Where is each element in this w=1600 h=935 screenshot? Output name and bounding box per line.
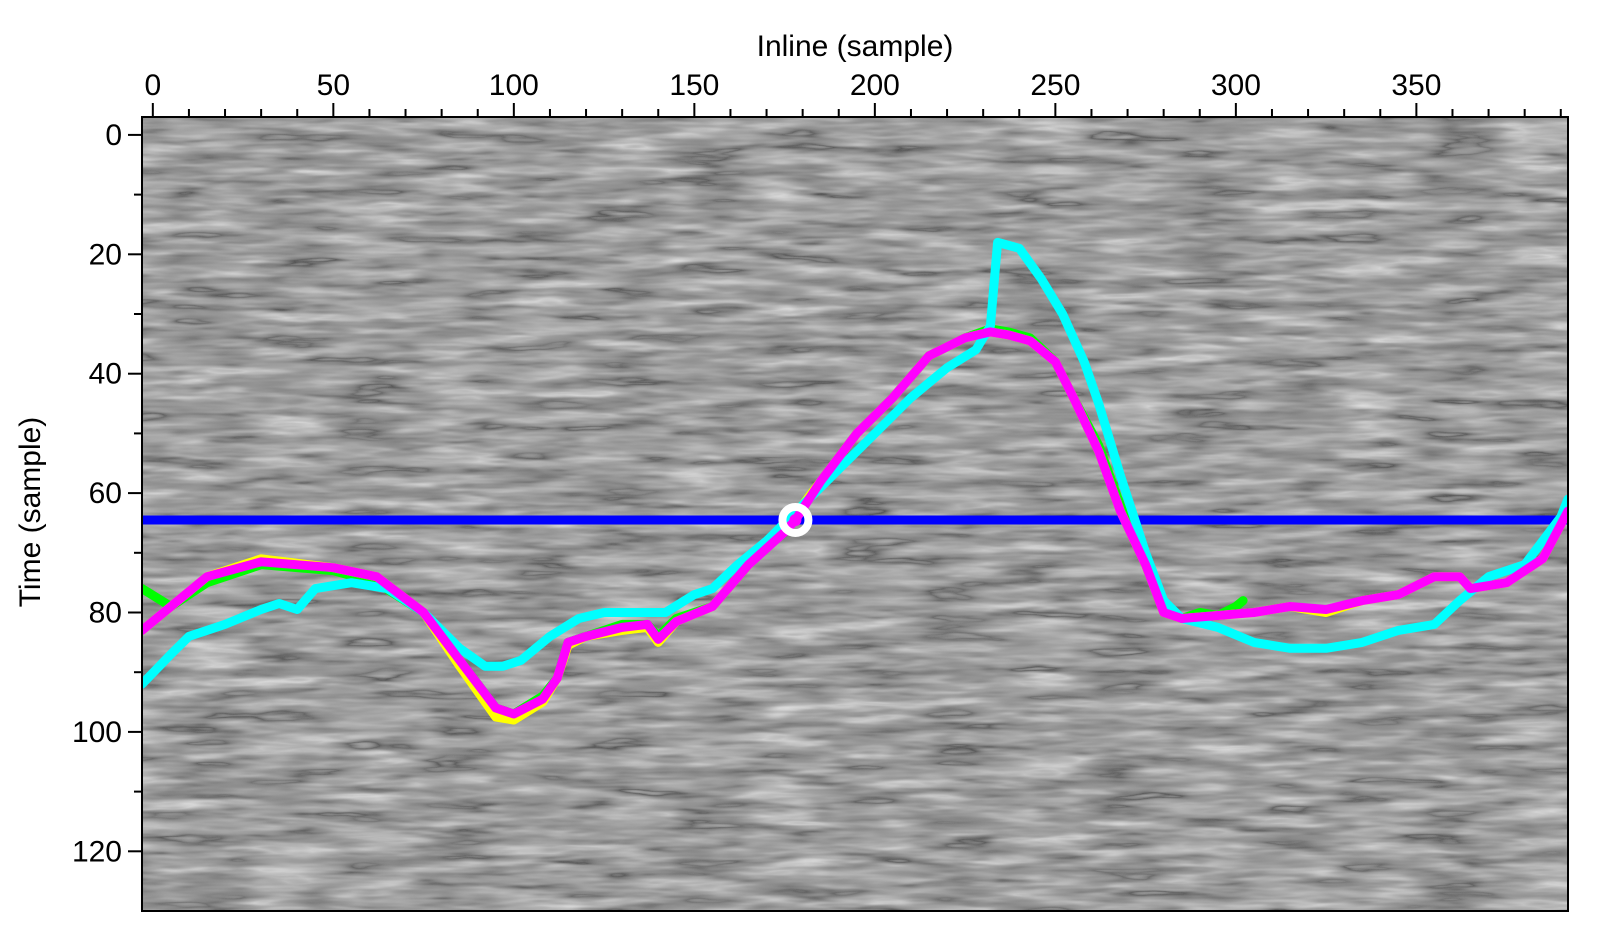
x-axis-label: Inline (sample) [757,30,954,63]
marker-ring [778,502,813,537]
x-tick-label: 0 [144,69,161,102]
series-line-4 [142,327,1568,719]
y-tick-label: 60 [89,477,122,510]
series-layer [142,237,1568,725]
x-tick-label: 150 [669,69,719,102]
x-tick-label: 100 [489,69,539,102]
y-axis: 0 20 40 60 80 100 120 [72,119,142,868]
series-line-3 [142,237,1568,689]
x-tick-label: 200 [850,69,900,102]
x-tick-label: 50 [317,69,350,102]
y-tick-label: 20 [89,238,122,271]
y-axis-label: Time (sample) [14,417,47,608]
x-tick-label: 350 [1391,69,1441,102]
marker-dot [789,513,802,526]
y-tick-label: 0 [105,119,122,152]
x-tick-label: 300 [1211,69,1261,102]
x-axis: 0 50 100 150 200 250 300 350 [144,69,1562,117]
y-tick-label: 80 [89,597,122,630]
y-tick-label: 40 [89,358,122,391]
x-tick-label: 250 [1030,69,1080,102]
seismic-background [142,117,1568,911]
plot-frame [141,116,1569,912]
y-tick-label: 100 [72,716,122,749]
y-tick-label: 120 [72,835,122,868]
